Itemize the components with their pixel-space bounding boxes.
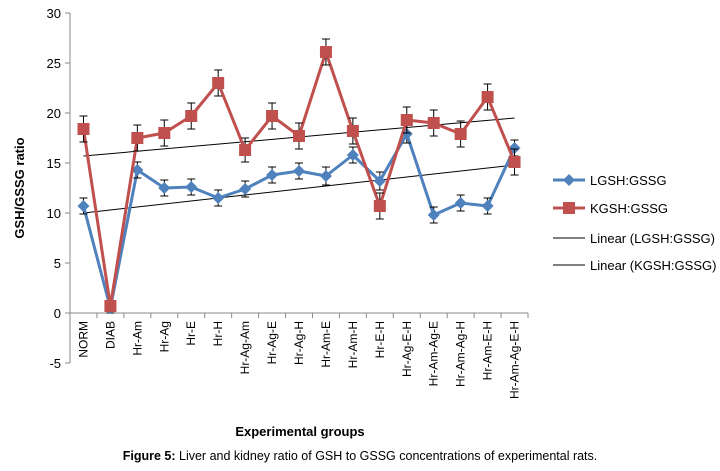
x-tick-label: Hr-Am <box>130 321 144 356</box>
y-tick-label: 30 <box>47 6 61 21</box>
data-point <box>319 170 332 182</box>
x-tick-label: Hr-Am-Ag-E <box>427 321 441 386</box>
x-tick-label: NORM <box>76 321 90 358</box>
y-tick-label: 5 <box>54 256 61 271</box>
data-point <box>212 192 225 204</box>
x-axis-title: Experimental groups <box>235 424 364 439</box>
data-point <box>158 127 171 139</box>
x-tick-label: Hr-Am-H <box>346 321 360 368</box>
series-group <box>77 124 521 314</box>
data-point <box>239 183 252 195</box>
x-tick-label: Hr-Ag-H <box>292 321 306 365</box>
x-tick-label: DIAB <box>103 321 117 349</box>
data-point <box>185 110 198 122</box>
legend: LGSH:GSSG KGSH:GSSG Linear (LGSH:GSSG) Line… <box>553 173 716 273</box>
data-point <box>131 132 144 144</box>
data-point <box>427 117 440 129</box>
x-tick-label: Hr-Am-Ag-H <box>454 321 468 387</box>
data-point <box>185 181 198 193</box>
data-point <box>427 209 440 221</box>
x-tick-label: Hr-E <box>184 321 198 346</box>
y-axis-title: GSH/GSSG ratio <box>12 137 27 238</box>
x-tick-label: Hr-Ag-E <box>265 321 279 364</box>
series <box>77 38 521 314</box>
data-point <box>400 114 413 126</box>
y-tick-label: 10 <box>47 206 61 221</box>
y-tick-label: 15 <box>47 156 61 171</box>
data-point <box>212 77 225 89</box>
x-tick-label: Hr-Ag <box>157 321 171 352</box>
data-point <box>454 128 467 140</box>
data-point <box>346 125 359 137</box>
caption-label: Figure 5: <box>122 449 176 463</box>
legend-label: Linear (KGSH:GSSG) <box>590 258 716 273</box>
data-point <box>158 182 171 194</box>
caption-text: Liver and kidney ratio of GSH to GSSG co… <box>179 449 598 463</box>
figure-caption: Figure 5: Liver and kidney ratio of GSH … <box>0 449 720 463</box>
series-line <box>82 132 516 310</box>
y-tick-label: 0 <box>54 306 61 321</box>
x-tick-label: Hr-Ag-E-H <box>400 321 414 377</box>
data-point <box>508 156 521 168</box>
x-tick-label: Hr-Am-E <box>319 321 333 368</box>
x-tick-label: Hr-Am-E-H <box>481 321 495 380</box>
data-point <box>77 123 90 135</box>
data-point <box>104 300 117 312</box>
trendline <box>83 164 515 214</box>
data-point <box>454 197 467 209</box>
y-tick-label: -5 <box>49 356 61 371</box>
x-tick-label: Hr-H <box>211 321 225 346</box>
data-point <box>266 110 279 122</box>
data-point <box>239 144 252 156</box>
legend-label: Linear (LGSH:GSSG) <box>590 231 715 246</box>
data-point <box>373 175 386 187</box>
data-point <box>481 91 494 103</box>
data-point <box>293 130 305 142</box>
y-tick-label: 20 <box>47 106 61 121</box>
data-point <box>373 200 386 212</box>
legend-label: LGSH:GSSG <box>590 173 667 188</box>
data-point <box>481 200 494 212</box>
series-group <box>77 38 521 312</box>
legend-label: KGSH:GSSG <box>590 201 668 216</box>
y-tick-label: 25 <box>47 56 61 71</box>
data-point <box>131 164 144 176</box>
data-point <box>293 165 305 177</box>
x-tick-label: Hr-Ag-Am <box>238 321 252 374</box>
axes: -5 0 5 10 15 20 25 30 NORM DIAB Hr-Am Hr-Ag Hr-E Hr-H… <box>47 6 529 399</box>
x-tick-label: Hr-E-H <box>373 321 387 358</box>
data-point <box>346 149 359 161</box>
legend-marker <box>563 202 575 214</box>
data-point <box>77 200 90 212</box>
legend-marker <box>563 174 575 186</box>
x-tick-label: Hr-Am-Ag-E-H <box>508 321 522 399</box>
data-point <box>319 46 332 58</box>
data-point <box>266 169 279 181</box>
